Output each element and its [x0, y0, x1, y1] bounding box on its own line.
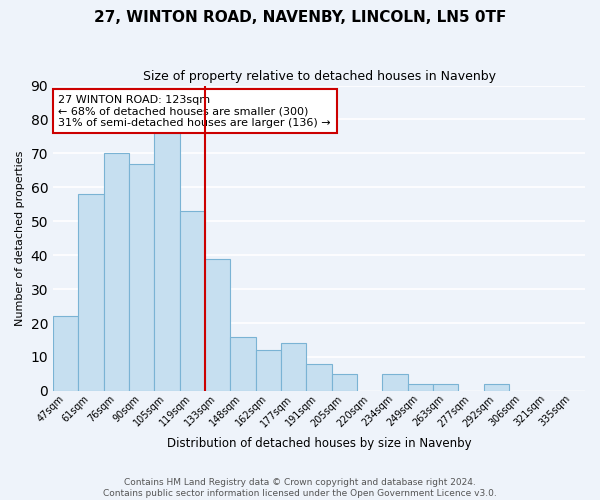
Bar: [205, 258, 230, 391]
Bar: [154, 133, 179, 391]
Bar: [332, 374, 357, 391]
Text: Contains HM Land Registry data © Crown copyright and database right 2024.
Contai: Contains HM Land Registry data © Crown c…: [103, 478, 497, 498]
Bar: [230, 336, 256, 391]
Y-axis label: Number of detached properties: Number of detached properties: [15, 150, 25, 326]
Bar: [256, 350, 281, 391]
Bar: [79, 194, 104, 391]
X-axis label: Distribution of detached houses by size in Navenby: Distribution of detached houses by size …: [167, 437, 472, 450]
Text: 27, WINTON ROAD, NAVENBY, LINCOLN, LN5 0TF: 27, WINTON ROAD, NAVENBY, LINCOLN, LN5 0…: [94, 10, 506, 25]
Bar: [129, 164, 154, 391]
Text: 27 WINTON ROAD: 123sqm
← 68% of detached houses are smaller (300)
31% of semi-de: 27 WINTON ROAD: 123sqm ← 68% of detached…: [58, 94, 331, 128]
Bar: [382, 374, 407, 391]
Bar: [281, 344, 307, 391]
Bar: [433, 384, 458, 391]
Bar: [484, 384, 509, 391]
Bar: [179, 211, 205, 391]
Bar: [104, 154, 129, 391]
Bar: [407, 384, 433, 391]
Title: Size of property relative to detached houses in Navenby: Size of property relative to detached ho…: [143, 70, 496, 83]
Bar: [307, 364, 332, 391]
Bar: [53, 316, 79, 391]
